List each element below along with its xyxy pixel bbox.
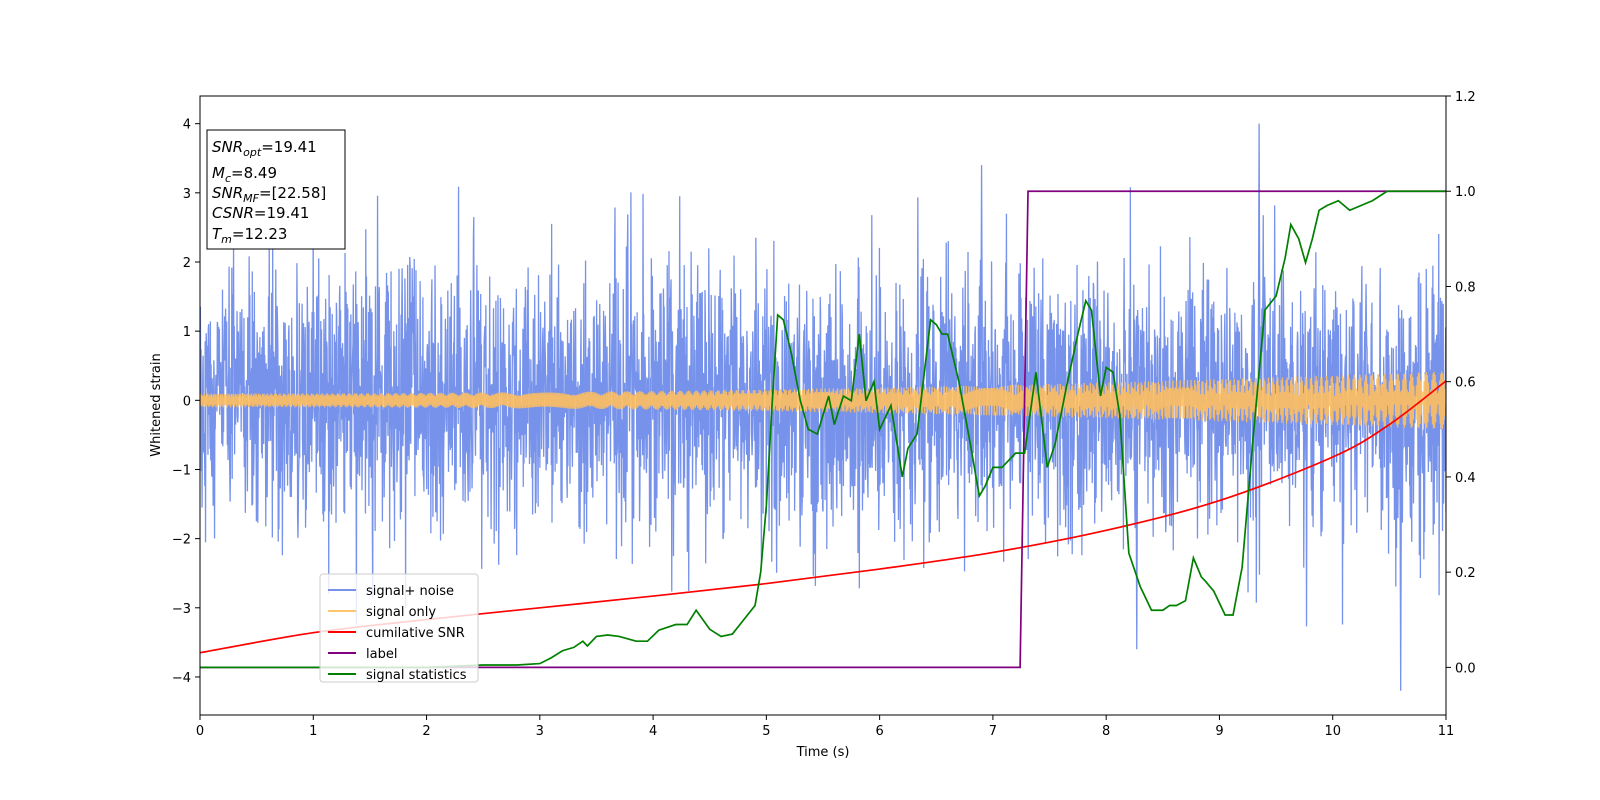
legend-label: label bbox=[366, 647, 397, 662]
legend: signal+ noise signal only cumilative SNR la… bbox=[319, 573, 479, 683]
x-tick-label: 4 bbox=[649, 724, 657, 739]
y2-axis-ticks: 0.0 0.2 0.4 0.6 0.8 1.0 1.2 bbox=[1446, 90, 1476, 676]
legend-label: cumilative SNR bbox=[366, 626, 465, 641]
info-tm: Tm=12.23 bbox=[212, 225, 287, 246]
y-tick-label: 3 bbox=[183, 187, 191, 202]
legend-label: signal only bbox=[366, 605, 436, 620]
legend-label: signal statistics bbox=[366, 668, 467, 683]
signal-noise-series bbox=[200, 123, 1446, 691]
legend-label: signal+ noise bbox=[366, 584, 454, 599]
y-tick-label: −4 bbox=[172, 671, 191, 686]
y2-tick-label: 0.4 bbox=[1455, 471, 1476, 486]
x-tick-label: 2 bbox=[422, 724, 430, 739]
y-tick-label: 4 bbox=[183, 118, 191, 133]
info-snr-mf: SNRMF=[22.58] bbox=[212, 184, 326, 205]
y-tick-label: 1 bbox=[183, 325, 191, 340]
y2-tick-label: 0.0 bbox=[1455, 661, 1476, 676]
y2-tick-label: 0.8 bbox=[1455, 280, 1476, 295]
x-tick-label: 7 bbox=[989, 724, 997, 739]
info-csnr: CSNR=19.41 bbox=[212, 204, 309, 222]
y-axis-label: Whitened strain bbox=[149, 353, 164, 456]
x-tick-label: 9 bbox=[1215, 724, 1223, 739]
legend-frame bbox=[319, 573, 479, 683]
x-tick-label: 5 bbox=[762, 724, 770, 739]
y-tick-label: −3 bbox=[172, 602, 191, 617]
x-tick-label: 0 bbox=[196, 724, 204, 739]
y2-tick-label: 1.2 bbox=[1455, 90, 1476, 105]
y2-tick-label: 1.0 bbox=[1455, 185, 1476, 200]
x-tick-label: 11 bbox=[1438, 724, 1455, 739]
info-box-frame bbox=[206, 129, 346, 250]
y-tick-label: −2 bbox=[172, 533, 191, 548]
x-tick-label: 6 bbox=[875, 724, 883, 739]
info-mc: Mc=8.49 bbox=[212, 164, 277, 185]
y-tick-label: −1 bbox=[172, 463, 191, 478]
x-axis-label: Time (s) bbox=[796, 745, 850, 760]
y-tick-label: 2 bbox=[183, 256, 191, 271]
x-tick-label: 10 bbox=[1324, 724, 1341, 739]
x-tick-label: 3 bbox=[536, 724, 544, 739]
y-tick-label: 0 bbox=[183, 394, 191, 409]
info-box: SNRopt=19.41 Mc=8.49 SNRMF=[22.58] CSNR=… bbox=[206, 129, 346, 250]
info-snr-opt: SNRopt=19.41 bbox=[212, 138, 317, 159]
y2-tick-label: 0.6 bbox=[1455, 376, 1476, 391]
signal-statistics-series bbox=[200, 190, 1446, 669]
plot-frame bbox=[199, 95, 1447, 716]
y2-tick-label: 0.2 bbox=[1455, 566, 1476, 581]
label-series bbox=[200, 190, 1446, 669]
x-tick-label: 8 bbox=[1102, 724, 1110, 739]
x-axis-ticks: 0 1 2 3 4 5 6 7 8 9 10 11 bbox=[196, 715, 1454, 739]
y-axis-ticks: −4 −3 −2 −1 0 1 2 3 4 bbox=[172, 118, 200, 686]
series-layer bbox=[200, 123, 1446, 691]
x-tick-label: 1 bbox=[309, 724, 317, 739]
